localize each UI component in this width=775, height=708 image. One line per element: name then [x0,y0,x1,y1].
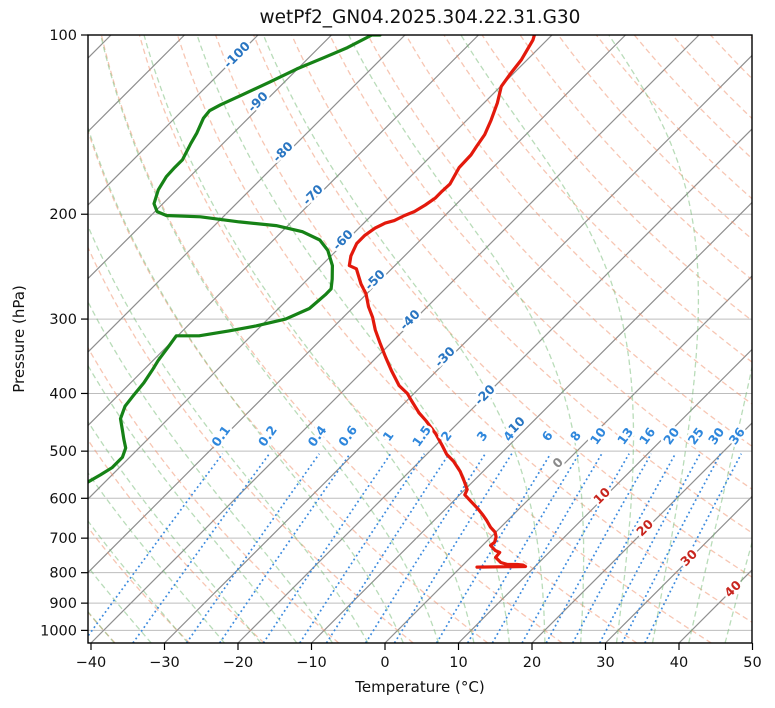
dry-adiabat-line [595,35,752,200]
mixing-ratio-line [491,453,603,643]
moist-adiabat-line [88,471,225,643]
x-tick-label: 40 [670,655,688,671]
moist-adiabat-line [88,125,404,643]
dry-adiabat-line [557,35,752,240]
dry-adiabat-line [519,35,752,281]
dry-adiabat-line [100,35,563,643]
dry-adiabat-line [405,35,752,405]
y-tick-label: 1000 [40,623,77,639]
isotherm-line [164,54,752,643]
mixing-ratio-line [466,453,580,643]
mixing-ratio-line [88,453,224,638]
x-tick-label: −30 [149,655,180,671]
mixing-ratio-line [571,453,677,643]
x-axis-title: Temperature (°C) [354,678,484,696]
mixing-ratio-line [435,453,552,643]
mixing-ratio-line [521,453,630,643]
y-tick-label: 900 [49,596,77,612]
isotherm-line [605,495,752,643]
y-tick-label: 100 [49,28,77,44]
dry-adiabat-line [367,35,752,448]
isotherm-line [384,275,752,643]
mixing-ratio-lines [88,453,743,643]
x-tick-label: −40 [76,655,107,671]
moist-adiabat-line [100,35,440,643]
moist-adiabat-line [88,519,189,643]
temperature-line [347,35,536,569]
moist-adiabat-line [88,224,369,643]
moist-adiabat-line [460,35,635,643]
isobar-gridlines [88,35,752,631]
moist-adiabat-line [348,35,585,643]
x-tick-label: −20 [223,655,254,671]
y-tick-label: 300 [49,312,77,328]
mixing-ratio-line [185,453,320,643]
mixing-ratio-line [218,453,351,643]
moist-adiabat-line [143,35,475,643]
y-tick-label: 700 [49,531,77,547]
moist-adiabat-line [262,35,546,643]
dry-adiabat-line [138,35,638,643]
dewpoint-profile [88,35,382,484]
plot-border [87,34,753,644]
mixing-ratio-line [299,453,426,643]
moist-adiabat-lines [88,35,752,643]
y-tick-label: 500 [49,444,77,460]
mixing-ratio-line [132,453,271,643]
y-axis-title: Pressure (hPa) [10,285,28,393]
isotherm-line [88,35,626,574]
y-tick-label: 200 [49,207,77,223]
y-tick-label: 400 [49,386,77,402]
dry-adiabat-line [481,35,752,322]
isotherm-line [90,35,700,643]
dry-adiabat-line [443,35,752,363]
temperature-profile [347,35,536,569]
dry-adiabat-line [291,35,752,534]
dry-adiabat-line [252,35,752,578]
chart-title: wetPf2_GN04.2025.304.22.31.G30 [260,7,581,28]
moist-adiabat-line [88,420,262,643]
y-tick-label: 800 [49,566,77,582]
dewpoint-line [88,35,382,484]
isotherm-line [88,35,332,280]
dry-adiabat-line [329,35,752,491]
mixing-ratio-line [262,453,392,643]
moist-adiabat-line [88,364,298,643]
y-tick-label: 600 [49,491,77,507]
moist-adiabat-line [608,35,700,643]
dry-adiabat-line [633,35,752,160]
x-tick-label: 50 [743,655,761,671]
x-tick-label: −10 [296,655,327,671]
x-tick-label: 30 [596,655,614,671]
dry-adiabat-line [88,526,191,643]
dry-adiabat-line [214,35,752,623]
dry-adiabat-line [88,346,340,643]
x-tick-label: 10 [449,655,467,671]
x-axis-ticks: −40 −30 −20 −10 0 10 20 30 40 50 [76,643,762,671]
mixing-ratio-line [545,453,652,643]
x-tick-label: 20 [523,655,541,671]
isotherm-line [531,422,752,643]
moist-adiabat-line [196,35,511,643]
x-tick-label: 0 [380,655,389,671]
isotherm-line [88,35,553,500]
isotherm-line [88,35,259,206]
isotherm-line [88,35,406,353]
isotherm-line [458,348,752,643]
y-axis-ticks: 100 200 300 400 500 600 700 800 900 1000 [40,28,88,639]
axes-frame-group [87,34,753,644]
